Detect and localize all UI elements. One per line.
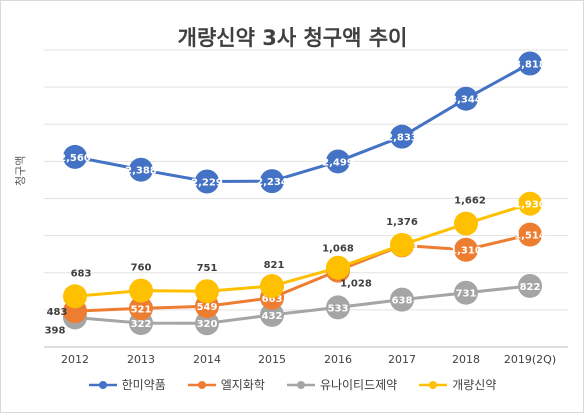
- data-label: 663: [262, 294, 283, 305]
- data-label: 2,229: [191, 177, 223, 188]
- data-point: [518, 273, 542, 298]
- data-point: [195, 169, 219, 194]
- x-tick-label: 2013: [127, 353, 155, 366]
- legend-label: 한미약품: [121, 378, 166, 392]
- legend-marker: [419, 380, 448, 389]
- data-point: [326, 149, 350, 174]
- legend-label: 엘지화학: [220, 378, 265, 392]
- chart-legend: 한미약품 엘지화학 유나이티드제약 개량신약: [0, 376, 585, 393]
- data-label: 1,068: [322, 244, 354, 255]
- legend-item: 한미약품: [88, 376, 166, 393]
- data-label: 2,388: [125, 166, 157, 177]
- data-point: [195, 311, 219, 336]
- data-point: [518, 191, 542, 216]
- data-label: 2,499: [322, 157, 354, 168]
- data-point: [454, 211, 478, 236]
- data-point: [390, 232, 414, 257]
- data-label: 1,028: [340, 279, 372, 290]
- data-label: 533: [328, 303, 349, 314]
- data-point: [129, 278, 153, 303]
- data-point: [326, 295, 350, 320]
- data-point: [454, 237, 478, 262]
- x-tick-label: 2018: [452, 353, 480, 366]
- data-label: 521: [131, 304, 152, 315]
- data-label: 320: [197, 319, 218, 330]
- data-point: [260, 274, 284, 299]
- legend-label: 유나이티드제약: [319, 378, 398, 392]
- data-point: [260, 169, 284, 194]
- legend-marker: [88, 380, 117, 389]
- x-tick-label: 2019(2Q): [504, 353, 556, 366]
- data-label: 821: [264, 260, 285, 271]
- data-point: [454, 86, 478, 111]
- data-point: [518, 51, 542, 76]
- data-point: [518, 222, 542, 247]
- legend-marker: [286, 380, 315, 389]
- x-tick-label: 2016: [324, 353, 352, 366]
- chart-title: 개량신약 3사 청구액 추이: [177, 26, 408, 50]
- data-label: 751: [197, 263, 218, 274]
- legend-item: 유나이티드제약: [286, 376, 398, 393]
- data-label: 683: [71, 268, 92, 279]
- data-label: 1,662: [454, 196, 486, 207]
- data-label: 1,310: [450, 246, 482, 257]
- data-label: 760: [131, 263, 152, 274]
- data-point: [390, 287, 414, 312]
- data-point: [326, 255, 350, 280]
- data-point: [63, 144, 87, 169]
- data-point: [260, 302, 284, 327]
- data-point: [390, 124, 414, 149]
- data-point: [63, 284, 87, 309]
- data-label: 549: [197, 302, 218, 313]
- data-label: 3,344: [450, 95, 482, 106]
- x-tick-label: 2017: [388, 353, 416, 366]
- data-label: 1,930: [514, 200, 546, 211]
- legend-item: 개량신약: [419, 376, 496, 393]
- data-label: 638: [392, 296, 413, 307]
- data-point: [129, 296, 153, 321]
- x-tick-label: 2012: [61, 353, 89, 366]
- x-tick-label: 2014: [193, 353, 221, 366]
- data-point: [129, 157, 153, 182]
- legend-label: 개량신약: [452, 378, 497, 392]
- legend-marker: [187, 380, 216, 389]
- data-label: 2,833: [386, 133, 418, 144]
- data-label: 2,234: [256, 177, 288, 188]
- data-label: 398: [45, 325, 66, 336]
- data-label: 1,514: [514, 231, 546, 242]
- data-label: 1,376: [386, 217, 418, 228]
- x-tick-label: 2015: [258, 353, 286, 366]
- data-point: [195, 279, 219, 304]
- data-label: 731: [456, 289, 477, 300]
- data-label: 822: [520, 282, 541, 293]
- data-label: 483: [47, 307, 68, 318]
- data-point: [454, 280, 478, 305]
- data-label: 2,560: [59, 153, 91, 164]
- data-label: 3,818: [514, 60, 546, 71]
- data-label: 432: [262, 311, 283, 322]
- data-label: 322: [131, 319, 152, 330]
- legend-item: 엘지화학: [187, 376, 265, 393]
